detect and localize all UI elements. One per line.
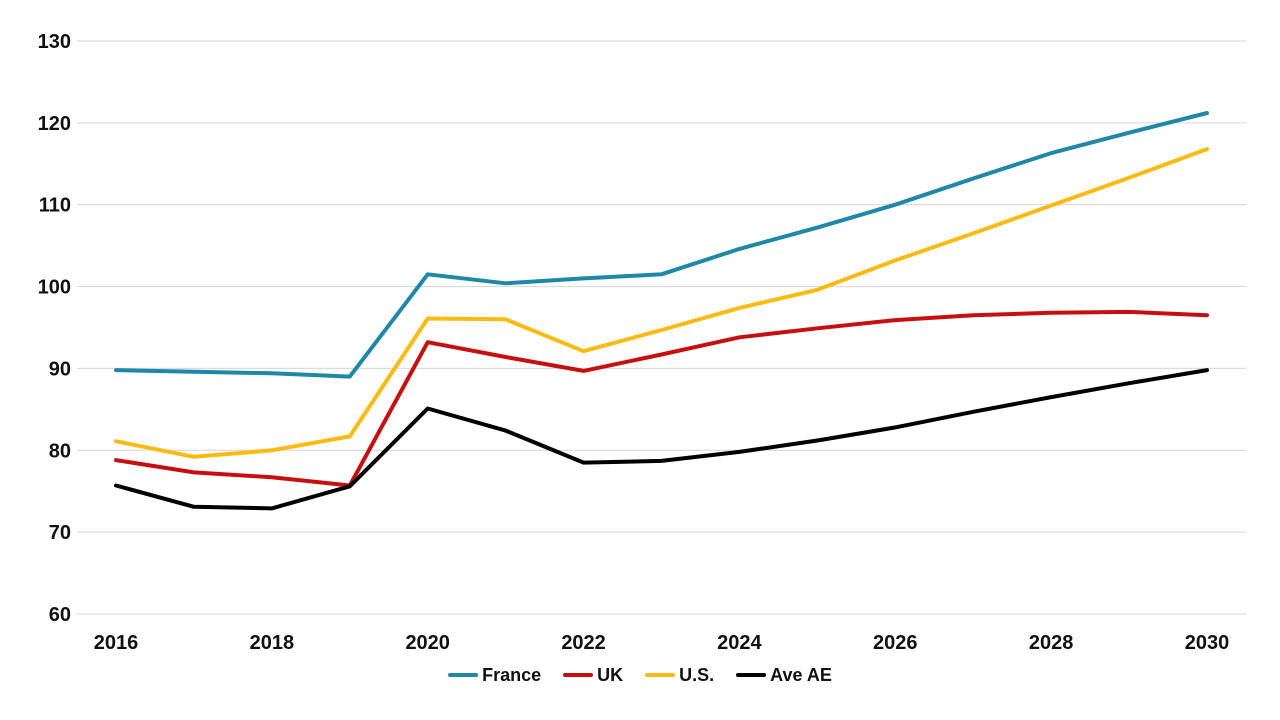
legend-label-france: France [482,665,542,685]
legend: France UK U.S. Ave AE [0,666,1280,684]
series-line-france [114,111,1209,379]
x-tick-label-2030: 2030 [1185,632,1230,654]
y-tick-label-60: 60 [49,604,71,626]
legend-label-us: U.S. [679,665,715,685]
gridlines [77,40,1246,615]
uk-line-swatch [563,673,594,677]
legend-label-uk: UK [597,665,624,685]
x-tick-label-2024: 2024 [717,632,762,654]
y-tick-label-80: 80 [49,440,71,462]
plot-area: 60 70 80 90 100 110 120 130 2016 2018 2020 2022 202… [38,31,1246,654]
france-line-swatch [448,673,479,677]
legend-item-us: U.S. [645,666,714,684]
series-line-uk [114,309,1209,488]
x-tick-label-2018: 2018 [250,632,295,654]
y-axis-labels: 60 70 80 90 100 110 120 130 [38,31,71,626]
series-lines [114,111,1209,511]
series-line-ave-ae [114,368,1209,511]
y-tick-label-120: 120 [38,113,71,135]
x-tick-label-2028: 2028 [1029,632,1074,654]
legend-item-uk: UK [563,666,623,684]
x-tick-label-2022: 2022 [561,632,606,654]
series-line-u-s- [114,147,1209,459]
us-line-swatch [645,673,676,677]
y-tick-label-130: 130 [38,31,71,53]
legend-item-ave-ae: Ave AE [736,666,832,684]
y-tick-label-100: 100 [38,277,71,299]
x-tick-label-2016: 2016 [94,632,139,654]
x-tick-label-2020: 2020 [405,632,450,654]
y-tick-label-110: 110 [39,195,71,217]
legend-label-ave-ae: Ave AE [770,665,832,685]
y-tick-label-70: 70 [49,522,71,544]
ave-ae-line-swatch [736,673,767,677]
x-tick-label-2026: 2026 [873,632,918,654]
y-tick-label-90: 90 [49,358,71,380]
x-axis-labels: 2016 2018 2020 2022 2024 2026 2028 2030 [94,632,1230,654]
legend-item-france: France [448,666,541,684]
